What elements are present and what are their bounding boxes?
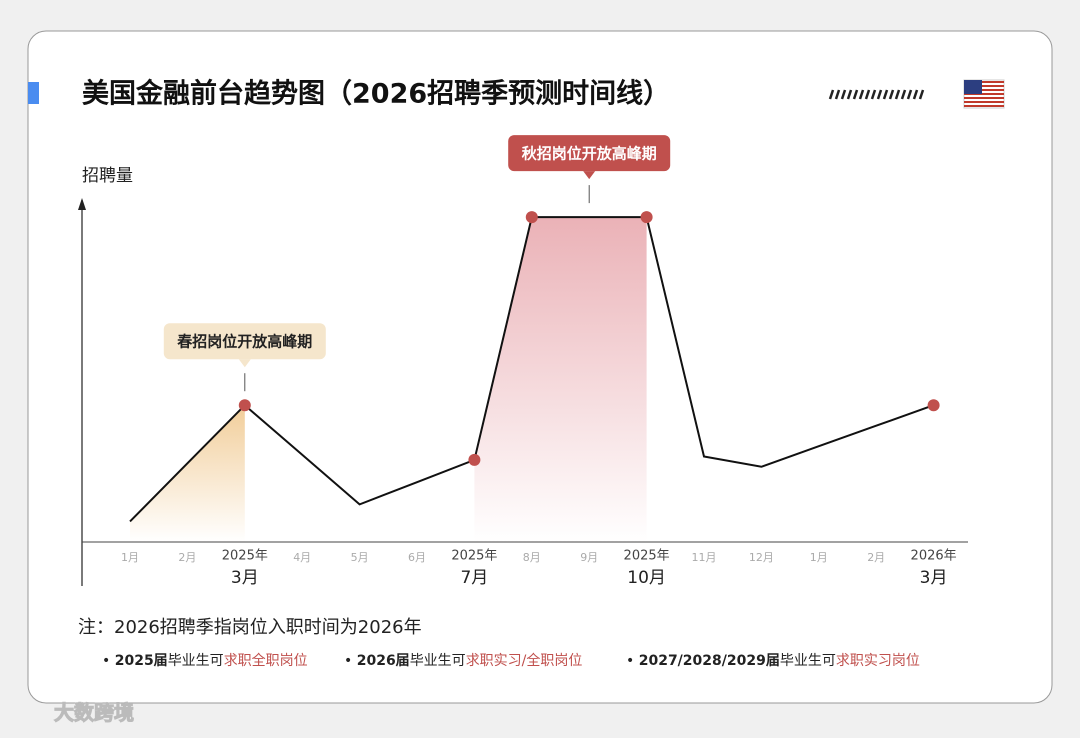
- point: [640, 211, 653, 224]
- x-tick-label: 8月: [523, 551, 541, 564]
- bullet-target: 求职实习/全职岗位: [466, 652, 583, 669]
- point: [238, 399, 251, 412]
- x-tick-label: 5月: [351, 551, 369, 564]
- bullet-mid: 毕业生可: [780, 653, 836, 669]
- bullet-target: 求职实习岗位: [836, 653, 920, 669]
- bullet-mid: 毕业生可: [410, 653, 466, 669]
- point: [927, 399, 940, 412]
- bullet-cohort: 2027/2028/2029届: [639, 653, 780, 669]
- x-tick-label: 10月: [627, 568, 666, 588]
- callout-pointer: [583, 171, 596, 180]
- y-arrow: [78, 198, 86, 210]
- callout-text: 秋招岗位开放高峰期: [522, 145, 657, 163]
- peak-area: [130, 405, 245, 542]
- x-tick-label: 6月: [408, 551, 426, 564]
- x-year-label: 2025年: [222, 549, 268, 564]
- x-year-label: 2025年: [451, 549, 497, 564]
- flag: [963, 79, 1005, 109]
- point: [525, 211, 538, 224]
- bullet: • 2026届毕业生可求职实习/全职岗位: [344, 652, 582, 669]
- callout-box: [508, 135, 671, 172]
- bullet-cohort: 2026届: [357, 653, 410, 669]
- bullet-dot: •: [626, 653, 639, 669]
- x-tick-label: 1月: [121, 551, 139, 564]
- bullet-cohort: 2025届: [115, 653, 168, 669]
- bullet: • 2027/2028/2029届毕业生可求职实习岗位: [626, 653, 920, 669]
- x-year-label: 2025年: [624, 549, 670, 564]
- x-tick-label: 1月: [810, 551, 828, 564]
- bullet-dot: •: [102, 653, 115, 669]
- x-tick-label: 3月: [231, 568, 259, 588]
- callout-text: 春招岗位开放高峰期: [177, 333, 312, 351]
- chart-title: 美国金融前台趋势图（2026招聘季预测时间线）: [82, 78, 670, 110]
- stripes: [828, 89, 925, 100]
- callout-pointer: [238, 359, 251, 368]
- x-tick-label: 2月: [178, 551, 196, 564]
- point: [468, 453, 481, 466]
- x-tick-label: 11月: [692, 551, 717, 564]
- note: 注：2026招聘季指岗位入职时间为2026年: [78, 617, 422, 638]
- x-tick-label: 12月: [749, 551, 774, 564]
- accent: [28, 82, 39, 104]
- bullet-target: 求职全职岗位: [224, 652, 308, 669]
- x-tick-label: 2月: [867, 551, 885, 564]
- bullet-mid: 毕业生可: [168, 653, 224, 669]
- y-axis-label: 招聘量: [82, 166, 133, 186]
- bullet-dot: •: [344, 653, 357, 669]
- bullet: • 2025届毕业生可求职全职岗位: [102, 652, 308, 669]
- x-tick-label: 3月: [920, 568, 948, 588]
- peak-area: [474, 217, 647, 542]
- x-year-label: 2026年: [911, 549, 957, 564]
- x-tick-label: 4月: [293, 551, 311, 564]
- callout-box: [163, 323, 326, 360]
- watermark: 大数跨境: [54, 701, 134, 725]
- x-tick-label: 7月: [460, 568, 488, 588]
- x-tick-label: 9月: [580, 551, 598, 564]
